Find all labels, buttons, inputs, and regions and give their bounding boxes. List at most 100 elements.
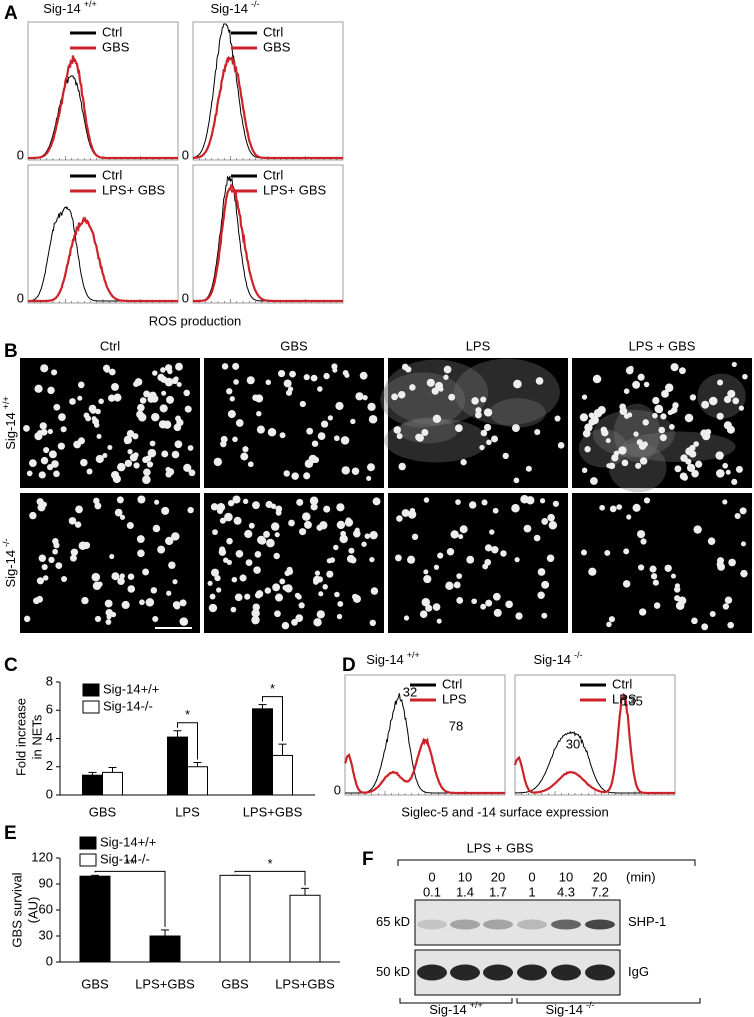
title: Sig-14 [3, 412, 18, 450]
cell [82, 541, 91, 550]
cell [593, 408, 603, 418]
cell [513, 477, 520, 484]
cell [166, 395, 175, 404]
cell [369, 531, 378, 540]
axis-zero: 0 [182, 147, 189, 162]
cell [541, 518, 549, 525]
band [450, 919, 480, 930]
cell [322, 584, 328, 590]
band [483, 919, 513, 930]
bracket [399, 998, 513, 1004]
column-title: Sig-14 +/+ [43, 0, 97, 16]
cell [686, 463, 696, 473]
cell [636, 439, 643, 446]
significance-label: * [267, 856, 272, 871]
cell [471, 397, 479, 405]
cell [150, 587, 158, 594]
panel-label: B [4, 341, 18, 362]
legend-label: Ctrl [263, 24, 283, 39]
cell [291, 472, 299, 480]
cell [398, 462, 406, 471]
cell [609, 505, 617, 513]
cell [212, 529, 218, 536]
cell [294, 592, 301, 599]
cell [466, 555, 475, 564]
plot-frame [344, 674, 506, 796]
cell [121, 600, 130, 610]
legend-label: Sig-14-/- [100, 851, 150, 866]
net-glow [380, 372, 466, 428]
cell [351, 467, 360, 476]
cell [419, 610, 428, 618]
cell [213, 457, 223, 467]
cell [176, 381, 182, 388]
cell [396, 433, 403, 440]
title: Sig-14 [545, 1002, 583, 1017]
band-name: SHP-1 [628, 914, 666, 929]
legend-label: Sig-14+/+ [100, 834, 156, 849]
cell [163, 422, 170, 428]
significance-bracket [94, 870, 166, 927]
cell [618, 446, 627, 455]
cell [606, 621, 612, 628]
cell [423, 574, 432, 584]
x-tick-label: LPS+GBS [275, 976, 335, 991]
cell [267, 427, 277, 437]
cell [581, 394, 588, 400]
cell [364, 533, 371, 539]
cell [93, 497, 100, 505]
cell [437, 552, 444, 559]
cell [160, 367, 166, 373]
cell [23, 615, 31, 623]
peak-label: 30 [566, 736, 580, 751]
cell [127, 448, 133, 455]
y-axis-label: in NETs [29, 714, 44, 759]
cell [68, 517, 77, 525]
cell [481, 499, 488, 506]
cell [722, 603, 730, 610]
significance-bracket [234, 870, 306, 886]
cell [210, 568, 220, 577]
net-glow [489, 398, 546, 428]
cell [471, 598, 477, 605]
cell [143, 468, 151, 477]
bracket [516, 998, 701, 1004]
cell [635, 462, 642, 469]
y-tick-label: 8 [46, 673, 53, 688]
cell [534, 428, 541, 436]
cell [96, 433, 102, 439]
bar [167, 736, 188, 796]
cell [161, 450, 169, 458]
cell [605, 438, 611, 444]
cell [174, 440, 183, 449]
cell [479, 444, 485, 451]
panel-label: A [4, 3, 18, 24]
cell [220, 440, 227, 448]
cell [283, 379, 292, 388]
cell [48, 556, 55, 563]
bar [289, 894, 321, 963]
title: Sig-14 [366, 652, 404, 667]
histogram-curve [514, 730, 675, 794]
cell [232, 436, 238, 443]
title: Sig-14 [43, 1, 81, 16]
cell [93, 422, 100, 428]
bar [102, 771, 123, 796]
x-tick-label: GBS [81, 976, 109, 991]
legend-label: GBS [263, 39, 291, 54]
cell [235, 419, 244, 427]
band [417, 919, 447, 930]
cell [316, 524, 323, 531]
cell [653, 602, 661, 609]
cell [224, 512, 233, 522]
cell [350, 418, 356, 425]
cell [590, 477, 598, 485]
legend-label: GBS [102, 39, 130, 54]
cell [239, 574, 247, 582]
cell [159, 404, 168, 413]
cell [227, 499, 235, 507]
cell [456, 573, 463, 579]
cell [175, 362, 183, 371]
cell [226, 559, 232, 565]
cell [187, 445, 194, 451]
